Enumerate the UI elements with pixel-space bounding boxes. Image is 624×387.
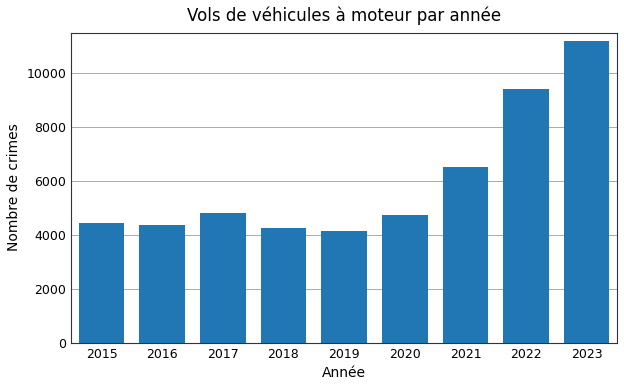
Bar <box>321 231 367 342</box>
Bar <box>139 225 185 342</box>
Bar <box>261 228 306 342</box>
Bar <box>442 167 488 342</box>
Bar <box>564 41 610 342</box>
Bar <box>79 223 124 342</box>
Y-axis label: Nombre de crimes: Nombre de crimes <box>7 124 21 252</box>
Bar <box>382 214 427 342</box>
X-axis label: Année: Année <box>322 366 366 380</box>
Bar <box>200 213 246 342</box>
Title: Vols de véhicules à moteur par année: Vols de véhicules à moteur par année <box>187 7 501 26</box>
Bar <box>504 89 549 342</box>
